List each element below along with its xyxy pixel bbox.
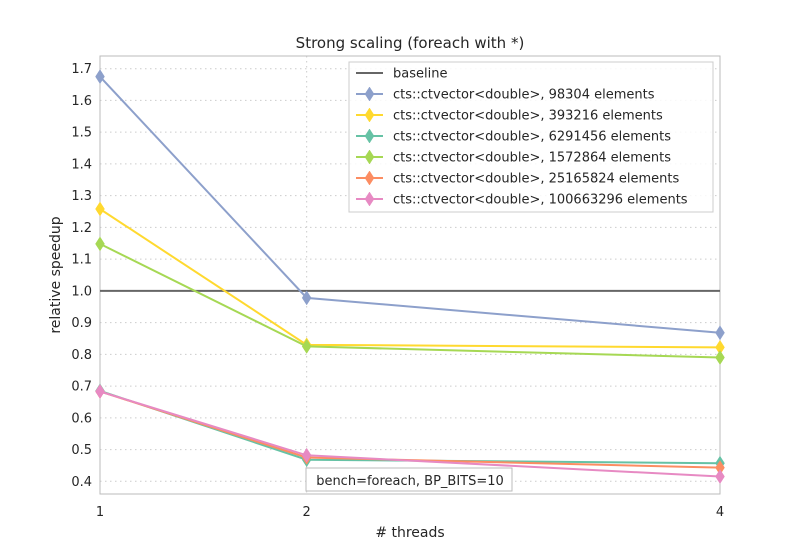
legend-marker xyxy=(364,107,375,123)
legend-frame xyxy=(348,61,714,213)
legend-label: baseline xyxy=(393,67,447,82)
legend-label: cts::ctvector<double>, 6291456 elements xyxy=(393,130,671,145)
y-tick-label: 1.0 xyxy=(71,284,92,299)
annotation-text: bench=foreach, BP_BITS=10 xyxy=(316,474,504,489)
y-tick-label: 0.8 xyxy=(71,348,92,363)
annotation-frame xyxy=(305,467,513,492)
legend-marker xyxy=(364,191,375,207)
legend-marker xyxy=(364,128,375,144)
y-tick-label: 0.4 xyxy=(71,475,92,490)
y-tick-label: 1.1 xyxy=(71,253,92,268)
data-point xyxy=(95,236,105,252)
legend-entry: cts::ctvector<double>, 25165824 elements xyxy=(356,170,680,187)
data-point xyxy=(715,469,725,485)
plot-frame xyxy=(99,55,721,495)
y-tick-label: 1.6 xyxy=(71,94,92,109)
legend-label: cts::ctvector<double>, 98304 elements xyxy=(393,88,655,103)
y-axis-label: relative speedup xyxy=(48,216,64,333)
y-axis-ticks: 0.4 0.5 0.6 0.7 0.8 0.9 1.0 1.1 1.2 1.3 1.4 1.5 1.6 1… xyxy=(71,62,92,490)
y-tick-label: 1.2 xyxy=(71,221,92,236)
y-tick-label: 1.3 xyxy=(71,189,92,204)
data-point xyxy=(715,350,725,365)
x-tick-label: 4 xyxy=(716,505,724,520)
data-point xyxy=(301,290,312,306)
y-tick-label: 0.9 xyxy=(71,316,92,331)
y-tick-label: 1.5 xyxy=(71,126,92,141)
x-tick-label: 2 xyxy=(303,505,311,520)
legend-label: cts::ctvector<double>, 25165824 elements xyxy=(393,172,680,187)
legend-entry: cts::ctvector<double>, 1572864 elements xyxy=(356,149,671,166)
data-point xyxy=(95,201,105,217)
series-group xyxy=(95,69,725,485)
legend-entry: cts::ctvector<double>, 98304 elements xyxy=(356,86,655,103)
legend-marker xyxy=(364,86,375,102)
legend-label: cts::ctvector<double>, 1572864 elements xyxy=(393,151,671,166)
x-axis-ticks: 1 2 4 xyxy=(96,505,724,520)
chart-title: Strong scaling (foreach with *) xyxy=(296,34,525,52)
series-line-group xyxy=(95,236,725,365)
y-tick-label: 0.6 xyxy=(71,411,92,426)
data-point xyxy=(715,325,725,341)
data-point xyxy=(95,69,105,85)
y-tick-label: 0.7 xyxy=(71,380,92,395)
legend-entry: cts::ctvector<double>, 6291456 elements xyxy=(356,128,671,145)
legend-marker xyxy=(364,149,375,165)
x-axis-label: # threads xyxy=(375,525,444,541)
y-tick-label: 1.4 xyxy=(71,157,92,172)
legend-label: cts::ctvector<double>, 393216 elements xyxy=(393,109,663,124)
data-point xyxy=(301,338,312,354)
legend-entry: cts::ctvector<double>, 100663296 element… xyxy=(356,191,688,208)
y-tick-label: 0.5 xyxy=(71,443,92,458)
data-point xyxy=(95,384,105,399)
series-line-group xyxy=(95,384,725,485)
series-line-group xyxy=(95,69,725,341)
legend-entry: cts::ctvector<double>, 393216 elements xyxy=(356,107,663,124)
legend-label: cts::ctvector<double>, 100663296 element… xyxy=(393,193,688,208)
x-tick-label: 1 xyxy=(96,505,104,520)
legend-marker xyxy=(364,170,375,186)
data-point xyxy=(301,447,312,463)
annotation-box: bench=foreach, BP_BITS=10 xyxy=(305,467,513,492)
legend-entry: baseline xyxy=(356,67,447,82)
y-tick-label: 1.7 xyxy=(71,62,92,77)
